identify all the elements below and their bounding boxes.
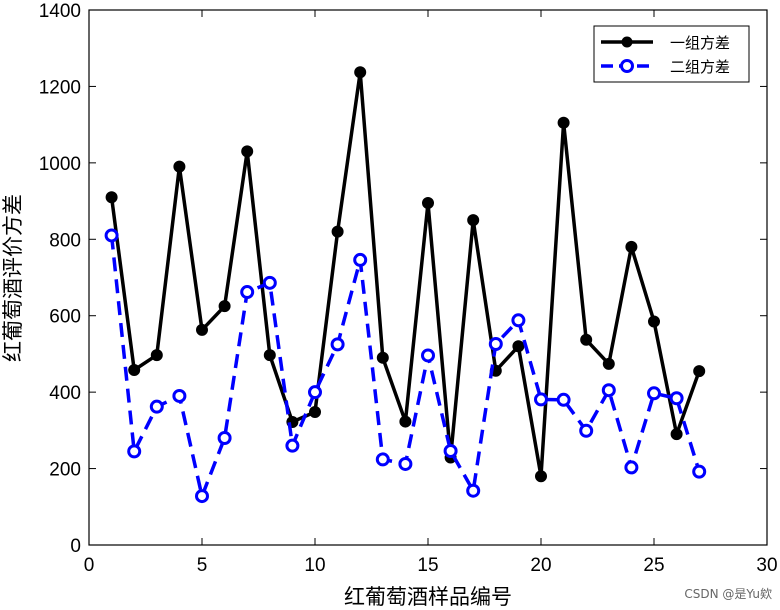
data-point — [104, 228, 119, 243]
data-point — [625, 240, 638, 253]
plot-area — [88, 9, 768, 546]
data-point — [556, 392, 571, 407]
data-point — [218, 300, 231, 313]
legend-label: 二组方差 — [670, 58, 730, 76]
data-point — [466, 483, 481, 498]
data-point — [105, 191, 118, 204]
x-tick-label: 25 — [643, 555, 664, 576]
data-point — [308, 385, 322, 400]
y-tick-label: 1000 — [39, 154, 81, 175]
data-point — [309, 406, 321, 419]
data-point — [149, 399, 164, 414]
data-point — [241, 145, 254, 158]
data-point — [512, 340, 525, 353]
data-point — [240, 285, 255, 300]
data-point — [580, 333, 593, 346]
data-point — [467, 214, 480, 227]
legend-marker — [621, 36, 633, 48]
data-point — [172, 388, 187, 403]
x-tick-label: 30 — [756, 555, 777, 576]
y-tick-label: 600 — [49, 307, 81, 328]
data-point — [376, 351, 389, 364]
legend-box — [593, 25, 750, 83]
data-point — [127, 444, 142, 459]
data-point — [331, 225, 344, 238]
x-axis-ticks: 0 5 10 15 20 25 30 — [84, 10, 778, 576]
data-point — [692, 464, 707, 479]
data-point — [217, 431, 232, 445]
x-tick-label: 15 — [417, 555, 438, 576]
series-layer — [104, 66, 707, 504]
x-tick-label: 10 — [304, 555, 325, 576]
y-axis-ticks: 0 200 400 600 800 1000 1200 1400 — [39, 1, 767, 557]
y-tick-label: 1400 — [39, 1, 81, 22]
data-point — [693, 365, 706, 378]
data-point — [557, 116, 570, 129]
data-point — [534, 392, 548, 407]
data-point — [150, 349, 163, 362]
data-point — [647, 386, 661, 401]
x-axis-label: 红葡萄酒样品编号 — [344, 585, 512, 609]
data-point — [422, 196, 434, 209]
data-point — [263, 349, 276, 362]
data-point — [128, 363, 141, 376]
data-point — [330, 337, 345, 352]
data-point — [669, 391, 684, 406]
series-1 — [105, 66, 706, 483]
data-point — [399, 415, 412, 428]
data-point — [375, 452, 390, 467]
data-point — [488, 336, 503, 351]
data-point — [511, 313, 526, 328]
y-tick-label: 1200 — [39, 77, 81, 98]
data-point — [173, 160, 186, 173]
data-point — [535, 470, 547, 483]
y-axis-label: 红葡萄酒评价方差 — [1, 194, 25, 362]
x-tick-label: 5 — [197, 555, 208, 576]
data-point — [398, 456, 413, 471]
data-point — [421, 348, 435, 363]
data-point — [262, 275, 277, 290]
y-tick-label: 800 — [49, 230, 81, 251]
y-tick-label: 0 — [70, 536, 81, 557]
data-point — [354, 66, 367, 79]
data-point — [624, 460, 639, 475]
data-point — [195, 489, 209, 504]
data-point — [285, 438, 300, 453]
data-point — [648, 315, 660, 328]
data-point — [196, 323, 208, 336]
data-point — [579, 423, 594, 438]
data-point — [443, 443, 458, 458]
data-point — [670, 428, 683, 441]
y-tick-label: 200 — [49, 460, 81, 481]
data-point — [353, 252, 368, 267]
x-tick-label: 20 — [530, 555, 551, 576]
legend-label: 一组方差 — [670, 34, 730, 52]
watermark: CSDN @是Yu欸 — [684, 587, 772, 601]
data-point — [602, 357, 615, 370]
legend-marker — [620, 59, 634, 73]
data-point — [601, 383, 616, 398]
x-tick-label: 0 — [84, 555, 95, 576]
series-2 — [104, 228, 707, 504]
y-tick-label: 400 — [49, 383, 81, 404]
